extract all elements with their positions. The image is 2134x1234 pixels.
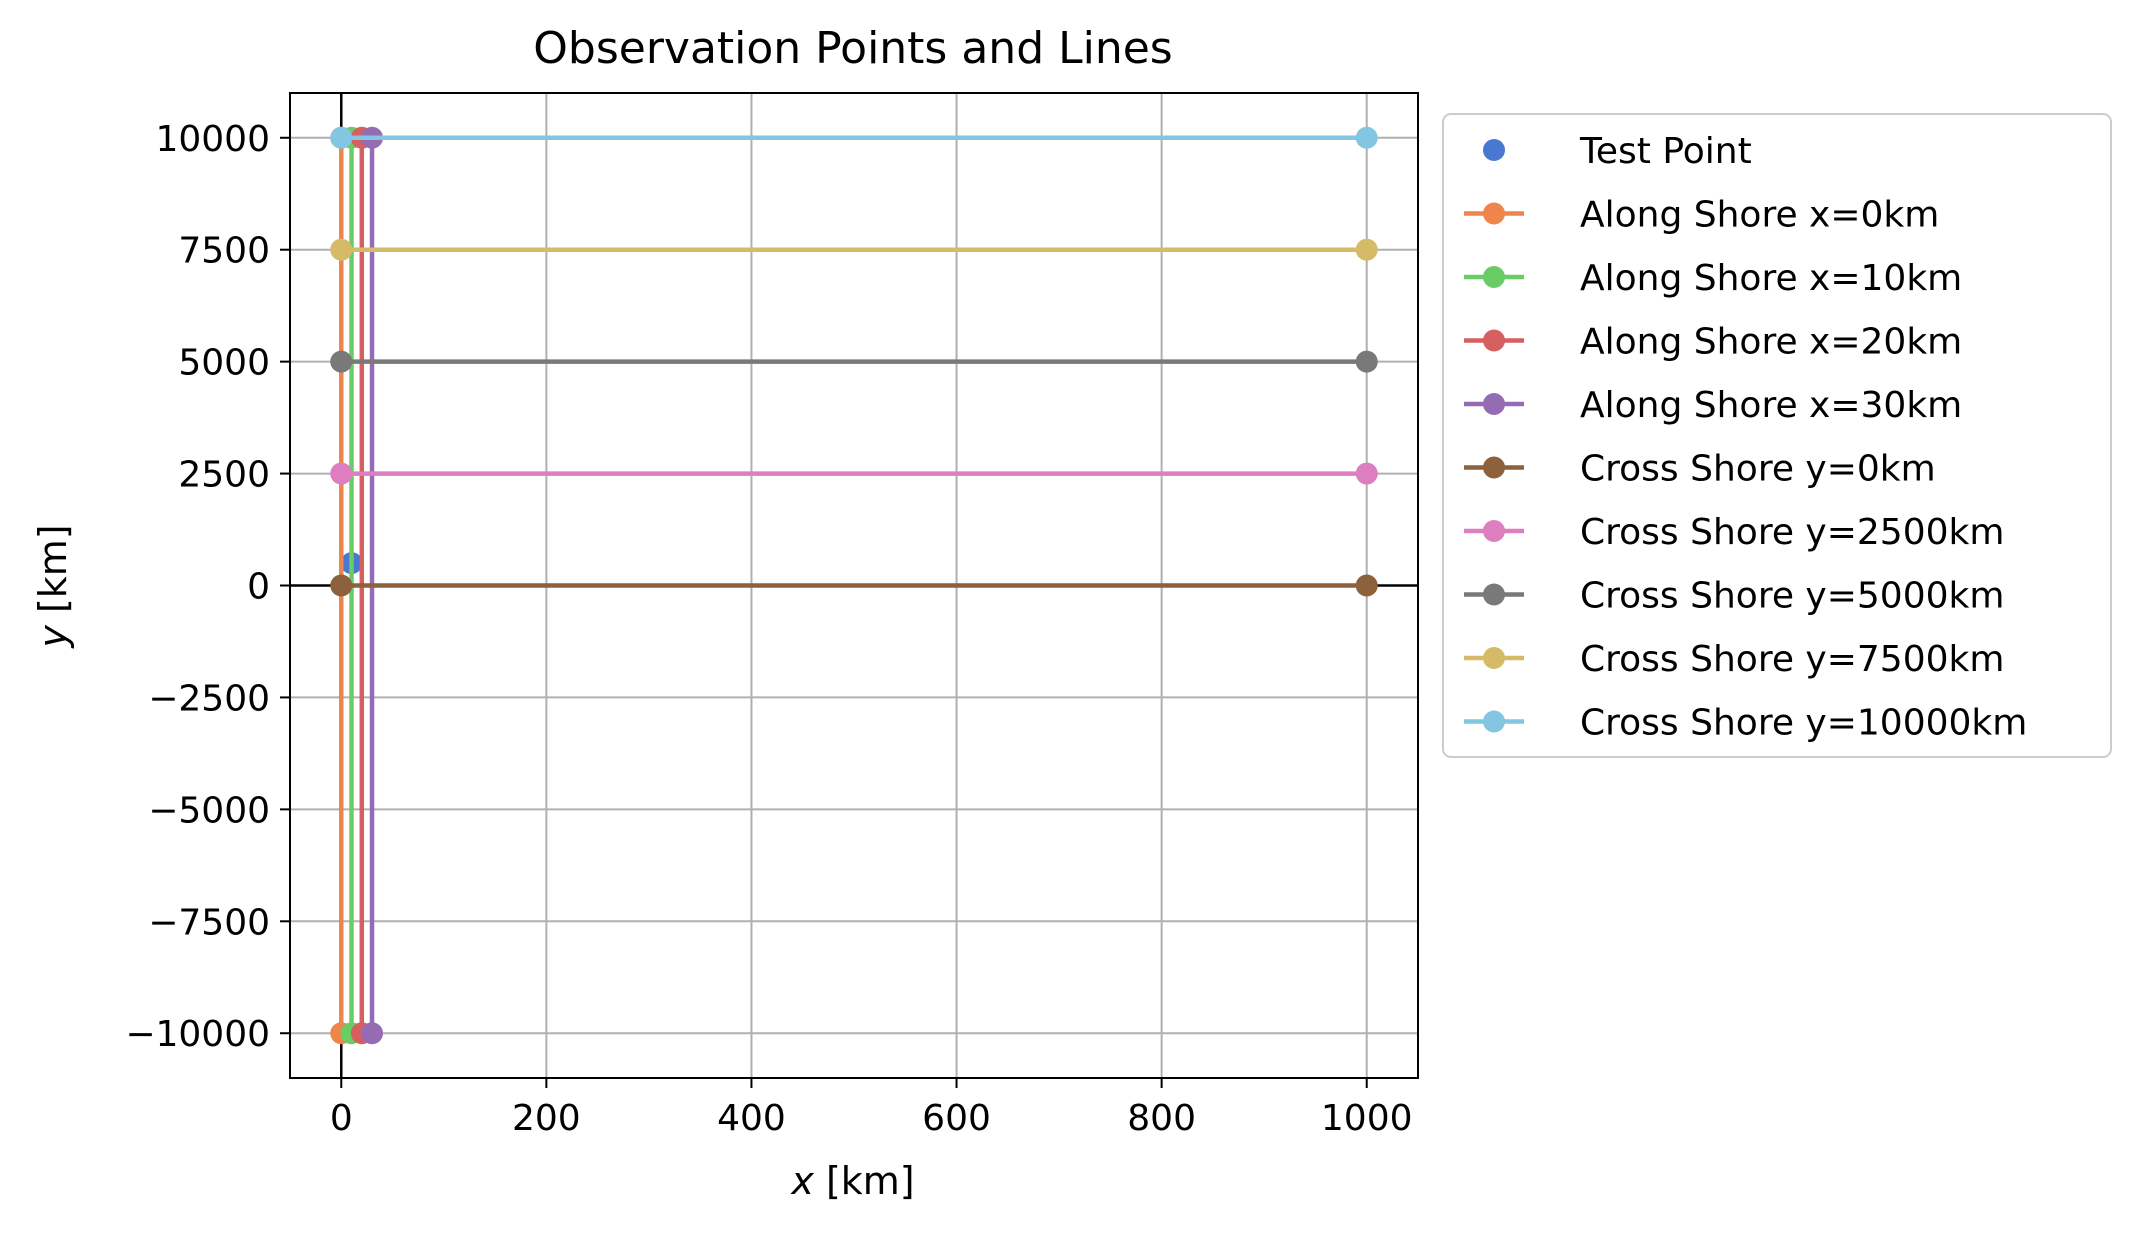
y-tick-label: −7500 [148,902,270,943]
legend-label: Along Shore x=30km [1580,385,1962,426]
x-tick-label: 400 [717,1098,786,1139]
legend-swatch-marker [1483,266,1505,288]
legend-label: Cross Shore y=2500km [1580,512,2004,553]
legend-label: Along Shore x=10km [1580,258,1962,299]
legend-entry: Along Shore x=30km [1464,385,1962,426]
y-tick-label: 7500 [178,231,270,272]
data-point [1355,574,1378,597]
legend-label: Along Shore x=0km [1580,195,1939,236]
legend-entry: Cross Shore y=10000km [1464,703,2027,744]
data-point [1355,126,1378,149]
legend-label: Along Shore x=20km [1580,322,1962,363]
y-tick-label: 0 [247,567,270,608]
legend-swatch-marker [1483,393,1505,415]
legend-swatch-marker [1483,710,1505,733]
x-axis-label-unit: [km] [814,1159,915,1203]
legend-entry: Cross Shore y=7500km [1464,639,2004,680]
legend-label: Cross Shore y=5000km [1580,576,2004,617]
y-tick-label: 2500 [178,455,270,496]
data-point [361,1022,384,1045]
y-axis-ticks: 10000 7500 5000 2500 0 −2500 −5000 −7500 −10000 [125,119,290,1055]
data-point [1355,350,1378,373]
legend-swatch-marker [1483,456,1505,479]
legend-swatch-marker [1483,583,1505,606]
legend-label: Cross Shore y=0km [1580,449,1936,490]
legend-entry: Cross Shore y=0km [1464,449,1936,490]
x-axis-ticks: 0 200 400 600 800 1000 [330,1078,1413,1139]
legend: Test Point Along Shore x=0km Along Shore x… [1442,113,2112,758]
legend-entry: Cross Shore y=5000km [1464,576,2004,617]
x-tick-label: 800 [1127,1098,1196,1139]
x-tick-label: 600 [922,1098,991,1139]
y-tick-label: 5000 [178,343,270,384]
x-tick-label: 1000 [1321,1098,1413,1139]
data-point [330,238,353,261]
legend-label: Cross Shore y=10000km [1580,703,2027,744]
series-8 [330,238,1378,261]
y-tick-label: −10000 [125,1014,270,1055]
legend-swatch-marker [1483,520,1505,542]
legend-entry: Along Shore x=0km [1464,195,1939,236]
series-7 [330,350,1378,373]
series-5 [330,574,1378,597]
y-axis-label-var: y [31,625,75,649]
legend-label: Test Point [1579,131,1752,172]
legend-entry: Along Shore x=10km [1464,258,1962,299]
legend-label: Cross Shore y=7500km [1580,639,2004,680]
x-axis-label: x [km] [790,1159,914,1203]
legend-entry: Along Shore x=20km [1464,322,1962,363]
y-tick-label: −2500 [148,678,270,719]
y-axis-label: y [km] [31,524,75,648]
legend-swatch-marker [1483,139,1505,161]
data-point [1355,238,1378,261]
legend-swatch-marker [1483,329,1505,352]
series-9 [330,126,1378,149]
plot-series [330,126,1378,1045]
data-point [330,126,353,149]
legend-entry: Cross Shore y=2500km [1464,512,2004,553]
series-6 [330,462,1378,485]
x-axis-label-var: x [790,1159,814,1203]
legend-entry: Test Point [1483,131,1752,172]
x-tick-label: 200 [512,1098,581,1139]
legend-swatch-marker [1483,647,1505,669]
data-point [330,574,353,597]
y-axis-label-unit: [km] [31,524,75,625]
legend-swatch-marker [1483,202,1505,225]
y-tick-label: −5000 [148,790,270,831]
chart-title: Observation Points and Lines [533,23,1172,74]
x-tick-label: 0 [330,1098,353,1139]
data-point [1355,462,1378,485]
y-tick-label: 10000 [155,119,270,160]
data-point [330,350,353,373]
legend-frame [1442,113,2112,758]
data-point [330,462,353,485]
